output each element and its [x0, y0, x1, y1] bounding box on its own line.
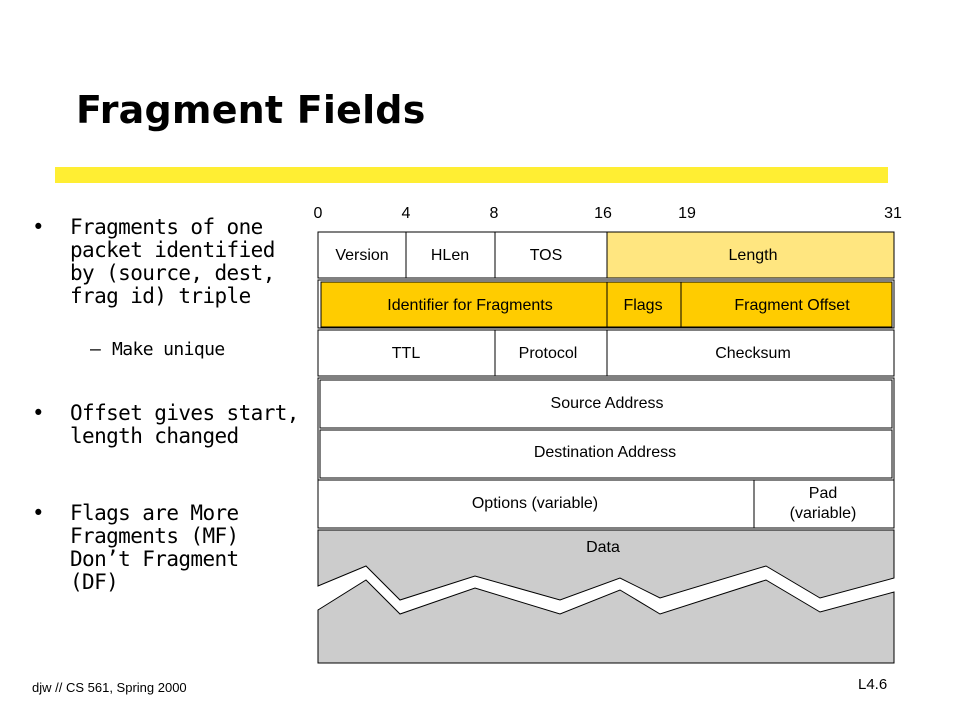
title-underline-bar	[55, 167, 888, 183]
field-options	[317, 479, 755, 529]
field-version	[317, 231, 407, 279]
field-checksum-label: Checksum	[715, 345, 791, 362]
data-block-upper	[317, 529, 895, 601]
field-version-label: Version	[335, 247, 388, 264]
bullet-dot: •	[32, 501, 45, 525]
header-row-3: TTL Protocol Checksum	[317, 329, 895, 377]
bullet-dot: •	[32, 215, 45, 239]
field-options-label: Options (variable)	[472, 495, 598, 512]
field-destination-address-label: Destination Address	[534, 444, 676, 461]
field-fragment-offset-label: Fragment Offset	[734, 297, 850, 314]
bit-position-labels: 0 4 8 16 19 31	[314, 205, 902, 222]
header-row-2: Identifier for Fragments Flags Fragment …	[317, 279, 895, 329]
slide-title: Fragment Fields	[76, 88, 426, 132]
field-length-label: Length	[729, 247, 778, 264]
sub-bullet-dash: –	[90, 339, 101, 360]
sub-bullet-item: – Make unique	[90, 338, 225, 361]
field-destination-address	[319, 429, 893, 479]
bit-label-16: 16	[594, 205, 612, 222]
field-hlen-label: HLen	[431, 247, 469, 264]
field-protocol-label: Protocol	[519, 345, 578, 362]
field-tos-label: TOS	[530, 247, 563, 264]
field-source-address	[319, 379, 893, 429]
field-ttl-label: TTL	[392, 345, 421, 362]
bit-label-8: 8	[490, 205, 499, 222]
bullet-line: Fragments (MF)	[70, 524, 239, 548]
field-tos	[494, 231, 608, 279]
field-hlen	[405, 231, 496, 279]
slide-number: L4.6	[858, 676, 888, 693]
bullet-line: Offset gives start,	[70, 401, 299, 425]
bullet-line: Don’t Fragment	[70, 547, 239, 571]
field-source-address-label: Source Address	[551, 395, 664, 412]
field-pad	[753, 479, 895, 529]
field-ttl	[317, 329, 496, 377]
bullet-line: packet identified	[70, 238, 275, 262]
bullet-line: length changed	[70, 424, 239, 448]
field-pad-label-line2: (variable)	[790, 505, 857, 522]
field-fragment-offset	[680, 281, 893, 328]
data-block-lower	[317, 579, 895, 664]
header-row-1: Version HLen TOS Length	[317, 231, 895, 279]
bullet-line: by (source, dest,	[70, 261, 275, 285]
field-identifier	[320, 281, 608, 328]
bullet-line: (DF)	[70, 570, 119, 594]
bit-label-0: 0	[314, 205, 323, 222]
field-identifier-label: Identifier for Fragments	[387, 297, 552, 314]
bullet-line: Flags are More	[70, 501, 239, 525]
field-pad-label-line1: Pad	[809, 485, 837, 502]
header-row-4: Source Address Destination Address	[317, 377, 895, 483]
field-flags-label: Flags	[623, 297, 662, 314]
bit-label-19: 19	[678, 205, 696, 222]
bullet-dot: •	[32, 401, 45, 425]
data-region: Data	[317, 529, 895, 664]
field-length	[606, 231, 895, 279]
bullet-line: Fragments of one	[70, 215, 263, 239]
field-data-label: Data	[586, 539, 620, 556]
bit-label-4: 4	[402, 205, 411, 222]
sub-bullet-text: Make unique	[112, 339, 225, 360]
field-flags	[606, 281, 682, 328]
footer-text: djw // CS 561, Spring 2000	[32, 680, 187, 695]
bullet-line: frag id) triple	[70, 284, 251, 308]
field-checksum	[606, 329, 895, 377]
bit-label-31: 31	[884, 205, 902, 222]
header-row-options: Options (variable) Pad (variable)	[317, 479, 895, 529]
field-protocol	[494, 329, 608, 377]
